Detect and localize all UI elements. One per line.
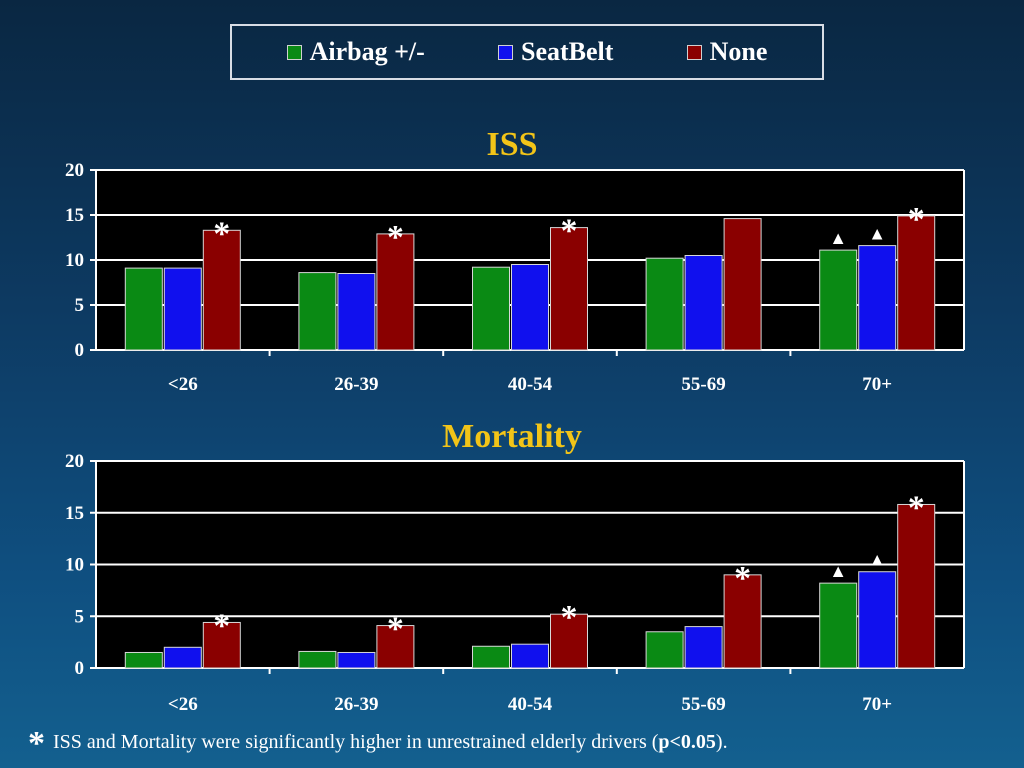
legend-item-none: None [686,37,768,67]
mortality-y-tick-label: 20 [65,451,84,472]
mortality-bar-none-40-54 [550,613,588,669]
mortality-bar-seatbelt-under-26 [163,646,202,669]
legend-swatch-none [686,44,702,60]
footnote-text: ISS and Mortality were significantly hig… [53,731,728,754]
mortality-bar-airbag-55-69 [645,631,684,669]
iss-significance-star: * [387,219,404,256]
mortality-category-label: 26-39 [334,694,378,715]
iss-category-label: 40-54 [508,374,553,395]
iss-bar-seatbelt-40-54 [511,264,549,351]
mortality-y-tick-label: 0 [75,658,85,679]
mortality-category-label: 40-54 [508,694,553,715]
mortality-bar-airbag-70 [819,582,858,669]
mortality-category-label: 55-69 [681,694,725,715]
mortality-bar-none-26-39 [376,625,415,669]
iss-bar-airbag-40-54 [472,266,510,351]
legend-label-airbag: Airbag +/- [309,37,425,66]
mortality-bar-chart: 0 5 10 15 20 <26 26-39 40-54 55-69 70+ * * * * ▲ ▲ * [65,451,965,715]
mortality-bar-none-under-26 [202,621,241,669]
legend-label-seatbelt: SeatBelt [520,37,614,66]
mortality-category-label: <26 [168,694,198,715]
iss-bar-airbag-70 [819,249,858,351]
iss-bar-seatbelt-55-69 [684,255,723,351]
mortality-bar-none-70 [897,503,936,669]
chart-legend: Airbag +/- SeatBelt None [230,24,824,80]
footnote-pvalue: p<0.05 [658,731,716,753]
mortality-significance-star: * [908,489,925,526]
legend-item-seatbelt: SeatBelt [497,37,614,67]
mortality-significance-star: * [213,607,230,644]
footnote: * ISS and Mortality were significantly h… [28,725,728,762]
iss-bar-none-under-26 [202,229,241,351]
mortality-significance-triangle: ▲ [829,561,847,581]
iss-category-label: <26 [168,374,198,395]
mortality-y-tick-label: 5 [75,606,85,627]
iss-y-tick-label: 10 [65,250,84,271]
mortality-y-tick-label: 10 [65,555,84,576]
iss-bar-airbag-55-69 [645,257,684,351]
mortality-bar-airbag-26-39 [298,650,337,669]
iss-bar-none-70 [897,215,936,351]
iss-bar-airbag-26-39 [298,272,337,351]
footnote-text-main: ISS and Mortality were significantly hig… [53,731,659,753]
iss-significance-triangle: ▲ [829,228,847,248]
iss-y-tick-label: 0 [75,340,85,361]
mortality-bar-seatbelt-55-69 [684,626,723,669]
iss-bar-chart: 0 5 10 15 20 <26 26-39 40-54 55-69 70+ * * * ▲ ▲ * [65,160,965,395]
iss-significance-star: * [561,213,578,250]
mortality-bar-airbag-40-54 [472,645,510,669]
iss-bar-seatbelt-under-26 [163,267,202,351]
mortality-bar-none-55-69 [723,574,762,669]
legend-item-airbag: Airbag +/- [286,37,425,67]
mortality-significance-star: * [561,599,578,636]
mortality-significance-star: * [387,611,404,648]
mortality-significance-triangle: ▲ [868,550,886,570]
mortality-y-tick-label: 15 [65,503,84,524]
mortality-significance-star: * [734,560,751,597]
iss-y-tick-label: 5 [75,295,85,316]
legend-swatch-airbag [286,44,302,60]
legend-swatch-seatbelt [497,44,513,60]
iss-bar-seatbelt-70 [858,245,897,351]
iss-category-label: 26-39 [334,374,378,395]
mortality-chart-title: Mortality [442,418,582,455]
mortality-bar-seatbelt-40-54 [511,643,549,669]
iss-significance-star: * [213,215,230,252]
mortality-bar-seatbelt-70 [858,571,897,669]
iss-bar-none-40-54 [550,227,588,351]
mortality-bar-airbag-under-26 [124,651,163,669]
iss-significance-star: * [908,201,925,238]
mortality-bar-seatbelt-26-39 [337,651,376,669]
mortality-category-label: 70+ [862,694,892,715]
iss-bar-airbag-under-26 [124,267,163,351]
iss-bar-none-26-39 [376,233,415,351]
footnote-star: * [28,725,45,762]
iss-y-tick-label: 15 [65,205,84,226]
iss-significance-triangle: ▲ [868,224,886,244]
iss-y-tick-label: 20 [65,160,84,181]
iss-bar-none-55-69 [723,218,762,351]
footnote-text-end: ). [715,731,728,753]
iss-bar-seatbelt-26-39 [337,273,376,351]
iss-chart-title: ISS [486,126,538,163]
iss-category-label: 70+ [862,374,892,395]
legend-label-none: None [709,37,768,66]
iss-category-label: 55-69 [681,374,725,395]
